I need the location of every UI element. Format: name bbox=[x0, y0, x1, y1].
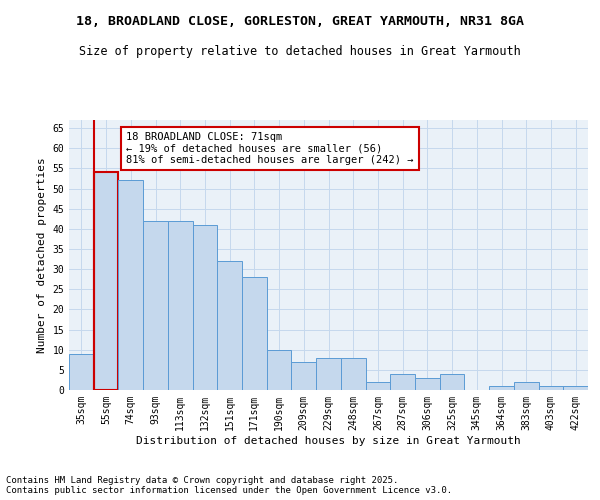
Text: 18 BROADLAND CLOSE: 71sqm
← 19% of detached houses are smaller (56)
81% of semi-: 18 BROADLAND CLOSE: 71sqm ← 19% of detac… bbox=[126, 132, 413, 166]
Bar bbox=[539, 386, 563, 390]
Text: Size of property relative to detached houses in Great Yarmouth: Size of property relative to detached ho… bbox=[79, 45, 521, 58]
Bar bbox=[514, 382, 539, 390]
Bar bbox=[390, 374, 415, 390]
Bar bbox=[292, 362, 316, 390]
Bar bbox=[242, 277, 267, 390]
Bar bbox=[143, 220, 168, 390]
Bar bbox=[415, 378, 440, 390]
Bar bbox=[168, 220, 193, 390]
X-axis label: Distribution of detached houses by size in Great Yarmouth: Distribution of detached houses by size … bbox=[136, 436, 521, 446]
Bar bbox=[267, 350, 292, 390]
Bar bbox=[365, 382, 390, 390]
Bar bbox=[118, 180, 143, 390]
Bar bbox=[94, 172, 118, 390]
Bar bbox=[217, 261, 242, 390]
Bar bbox=[563, 386, 588, 390]
Bar bbox=[489, 386, 514, 390]
Text: Contains HM Land Registry data © Crown copyright and database right 2025.
Contai: Contains HM Land Registry data © Crown c… bbox=[6, 476, 452, 495]
Bar bbox=[440, 374, 464, 390]
Bar bbox=[341, 358, 365, 390]
Bar bbox=[69, 354, 94, 390]
Bar bbox=[193, 225, 217, 390]
Y-axis label: Number of detached properties: Number of detached properties bbox=[37, 157, 47, 353]
Text: 18, BROADLAND CLOSE, GORLESTON, GREAT YARMOUTH, NR31 8GA: 18, BROADLAND CLOSE, GORLESTON, GREAT YA… bbox=[76, 15, 524, 28]
Bar bbox=[316, 358, 341, 390]
